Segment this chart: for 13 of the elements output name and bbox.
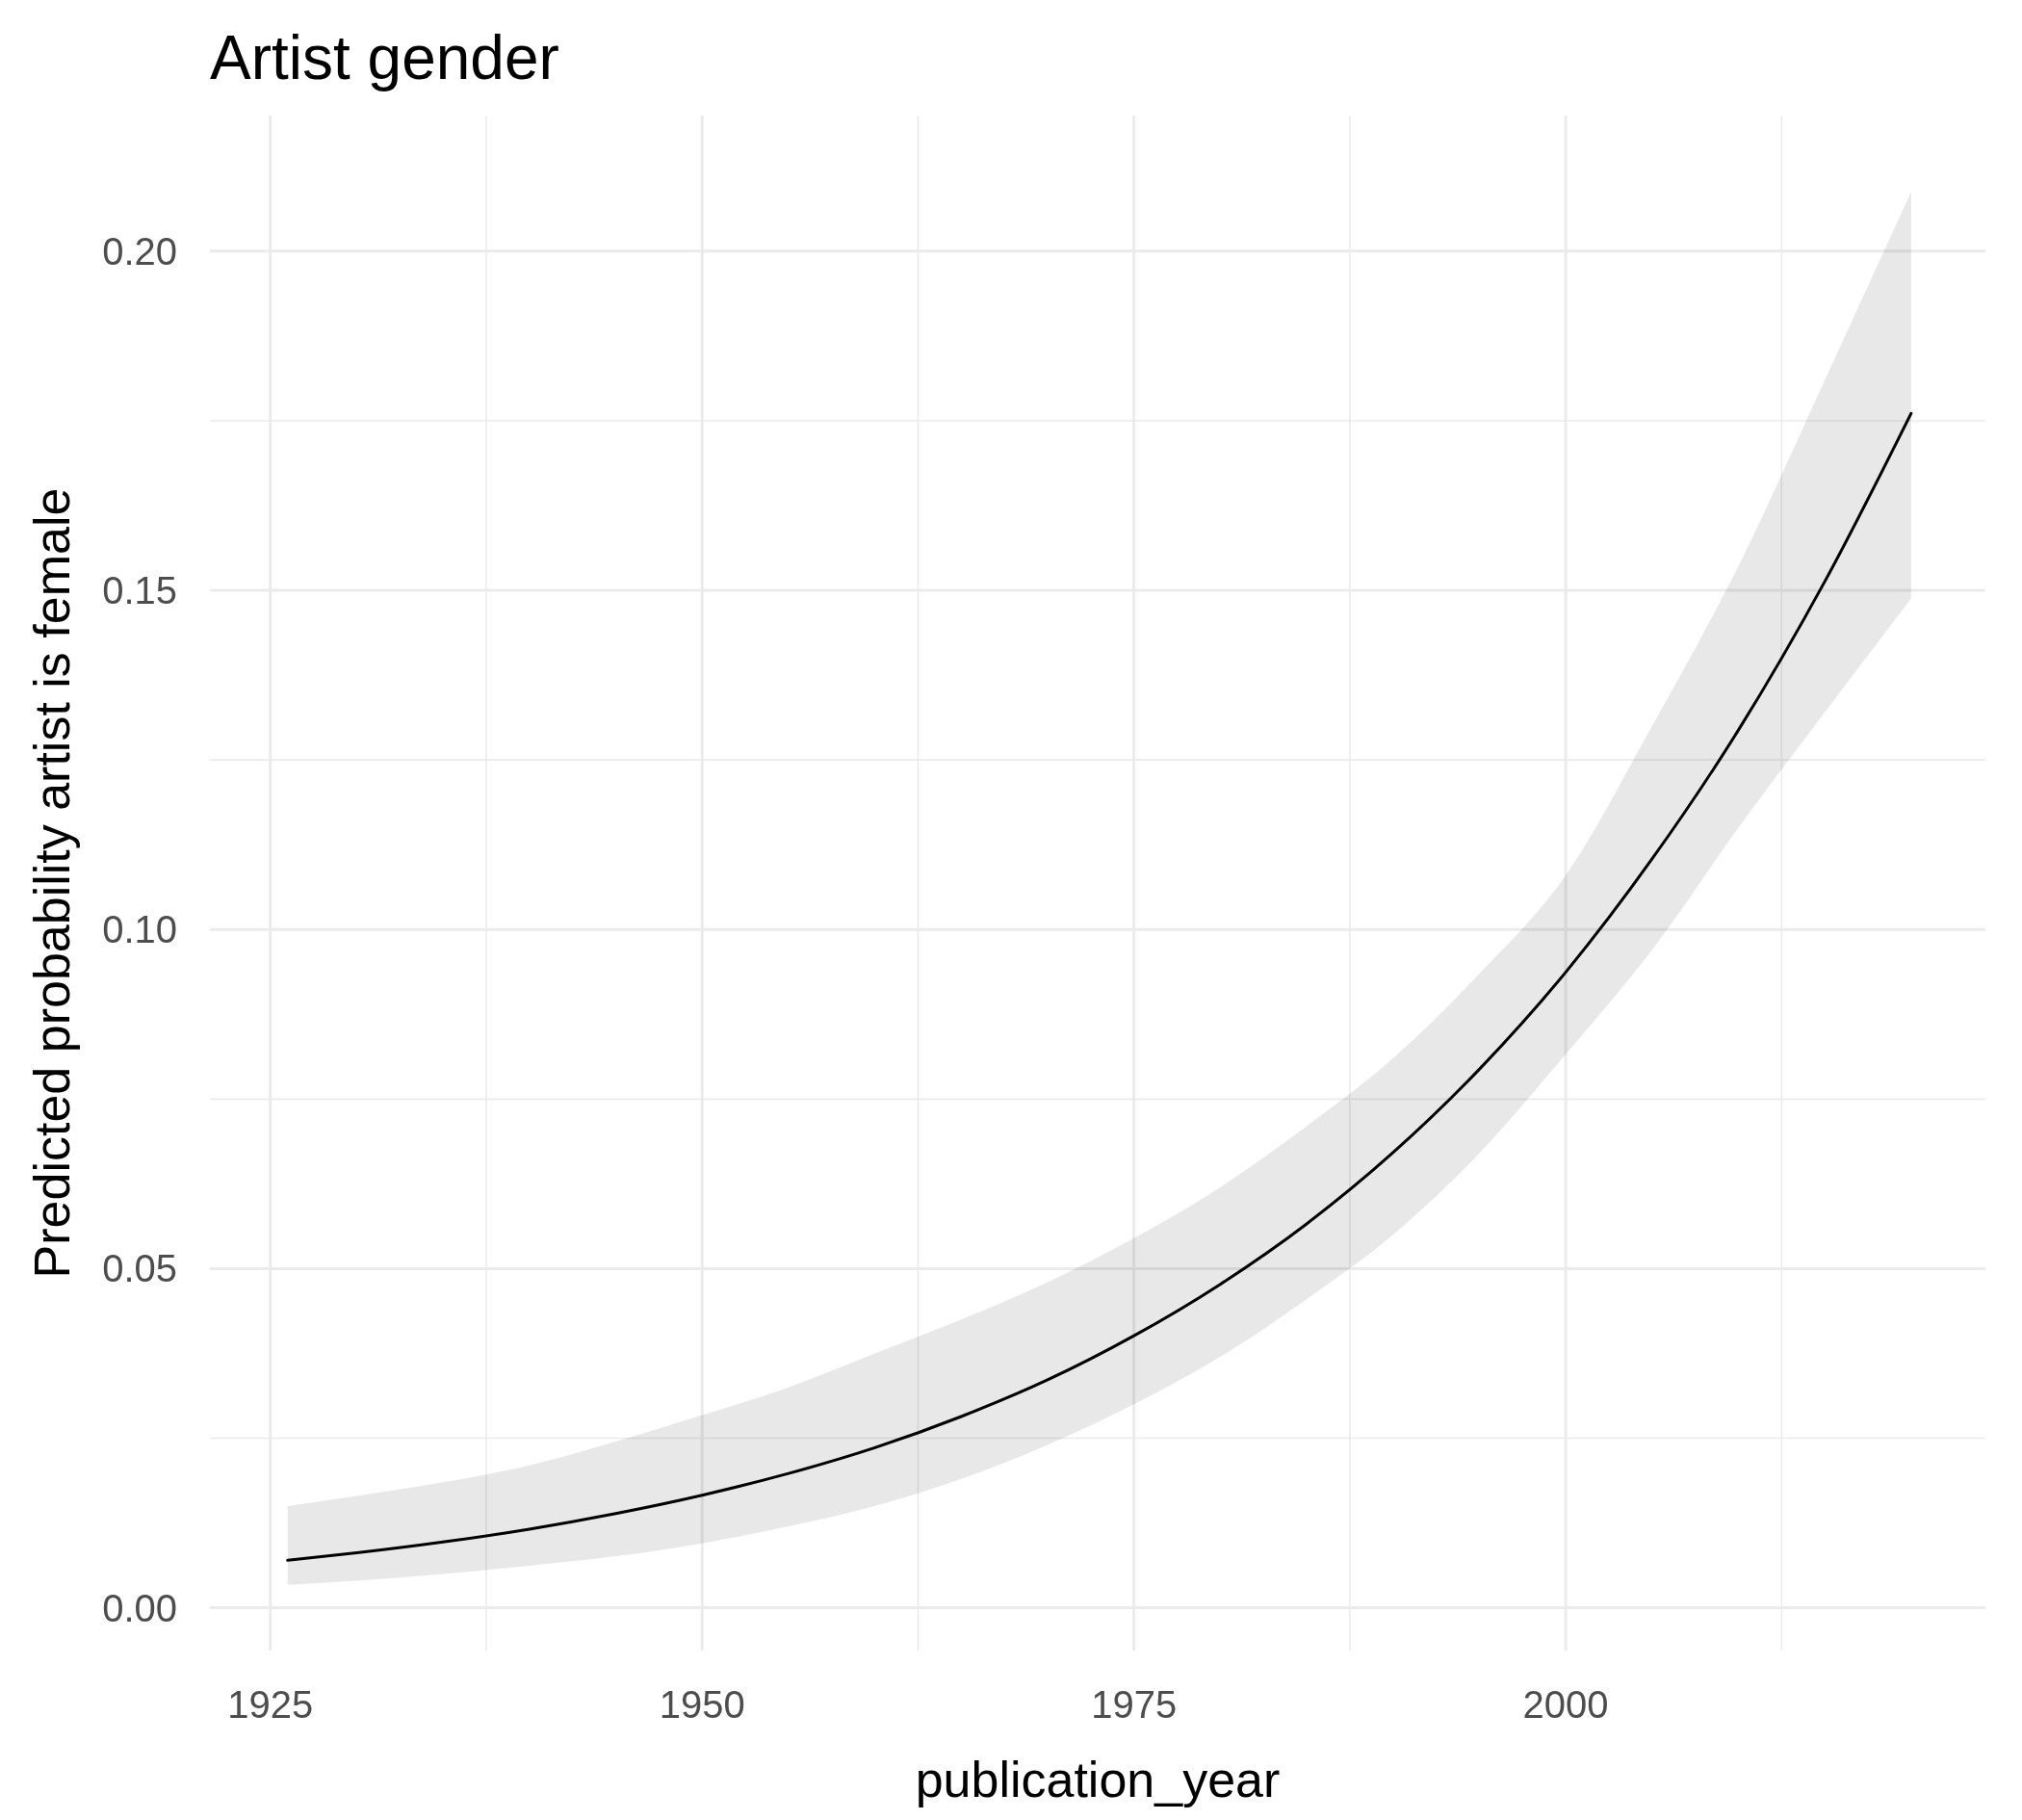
y-tick-label: 0.10: [102, 908, 177, 951]
y-tick-label: 0.05: [102, 1247, 177, 1290]
text: 0.00: [102, 1586, 177, 1629]
y-tick-label: 0.20: [102, 229, 177, 273]
x-tick-label: 1975: [1091, 1683, 1178, 1726]
x-axis-title: publication_year: [915, 1752, 1281, 1807]
y-tick-label: 0.15: [102, 569, 177, 612]
x-tick-label: 1925: [227, 1683, 314, 1726]
y-axis-title: Predicted probability artist is female: [24, 487, 81, 1279]
x-tick-label: 1950: [659, 1683, 745, 1726]
chart-title: Artist gender: [210, 23, 559, 92]
x-tick-label: 2000: [1522, 1683, 1609, 1726]
line-series: [286, 411, 1913, 1562]
